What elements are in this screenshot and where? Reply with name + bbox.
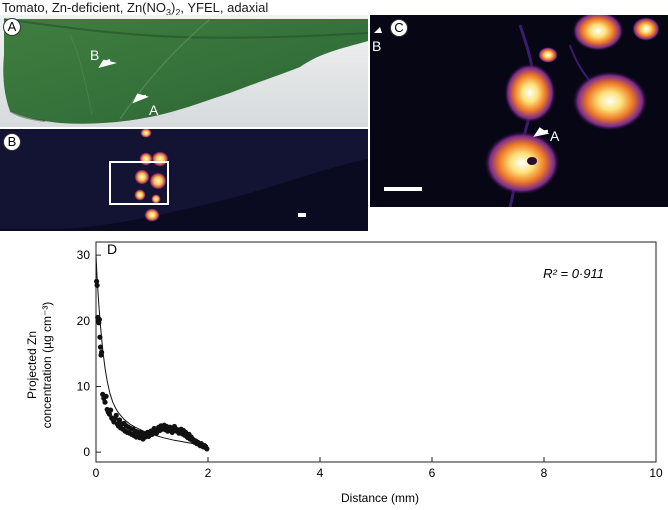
y-tick-label: 0	[83, 445, 90, 459]
arrow-a-icon	[132, 93, 149, 104]
plot-frame	[95, 241, 657, 463]
data-point	[204, 446, 210, 452]
data-point	[116, 417, 123, 423]
panel-a-leaf-photo: A B A	[0, 15, 368, 127]
x-tick-label: 10	[649, 466, 663, 480]
r-squared-annotation: R² = 0·911	[543, 266, 604, 281]
data-point	[106, 411, 112, 417]
x-axis-label: Distance (mm)	[341, 491, 419, 505]
data-point	[97, 334, 103, 340]
title-subscript-2: 2	[175, 7, 181, 18]
title-prefix: Tomato, Zn-deficient, Zn(NO	[2, 0, 166, 15]
panel-a-arrows: B A	[90, 47, 159, 118]
zoom-region-box	[109, 161, 169, 205]
figure-title: Tomato, Zn-deficient, Zn(NO3)2, YFEL, ad…	[2, 0, 268, 18]
arrow-a-icon	[533, 127, 550, 137]
arrow-b-icon	[98, 58, 117, 69]
data-point	[96, 316, 102, 323]
x-tick-label: 0	[93, 466, 100, 480]
y-axis-label-line1: Projected Zn	[25, 331, 39, 399]
panel-b-label: B	[3, 133, 21, 151]
x-tick-label: 6	[429, 466, 436, 480]
x-tick-label: 2	[205, 466, 212, 480]
y-tick-label: 20	[77, 314, 91, 328]
y-tick-label: 30	[77, 248, 91, 262]
scale-bar-b	[298, 213, 306, 217]
c-arrow-a-text: A	[550, 128, 560, 144]
arrow-b-icon	[374, 27, 382, 33]
y-axis-label-line2: concentration (µg cm⁻³)	[40, 302, 54, 429]
title-suffix: , YFEL, adaxial	[180, 0, 269, 15]
panel-a-label: A	[3, 18, 21, 36]
x-tick-label: 4	[317, 466, 324, 480]
data-point	[113, 412, 119, 418]
x-tick-label: 8	[541, 466, 548, 480]
panel-c-xrf-zoom: A B C	[370, 15, 668, 207]
data-point	[94, 278, 100, 284]
arrow-b-text: B	[90, 47, 99, 63]
panel-c-label: C	[390, 19, 408, 37]
xrf-map-drawing	[0, 129, 368, 231]
scale-bar-c	[384, 187, 422, 191]
data-point	[99, 349, 105, 355]
c-arrow-b-text: B	[372, 38, 381, 54]
arrow-a-text: A	[149, 102, 159, 118]
data-point	[103, 393, 109, 399]
data-point	[102, 399, 108, 405]
data-point	[108, 407, 114, 413]
xrf-zoom-drawing: A B	[370, 15, 668, 207]
data-point	[97, 344, 104, 350]
data-point	[94, 282, 100, 288]
y-tick-label: 10	[77, 379, 91, 393]
title-subscript-3: 3	[166, 7, 172, 18]
panel-d-chart: 0 2 4 6 8 10 0 10 20 30 D R² = 0·911 Distance (mm…	[25, 241, 663, 505]
panel-b-xrf-map: B	[0, 129, 368, 231]
title-mid: )	[171, 0, 176, 15]
panel-d-label: D	[107, 241, 117, 257]
leaf-photo-drawing	[0, 15, 368, 127]
